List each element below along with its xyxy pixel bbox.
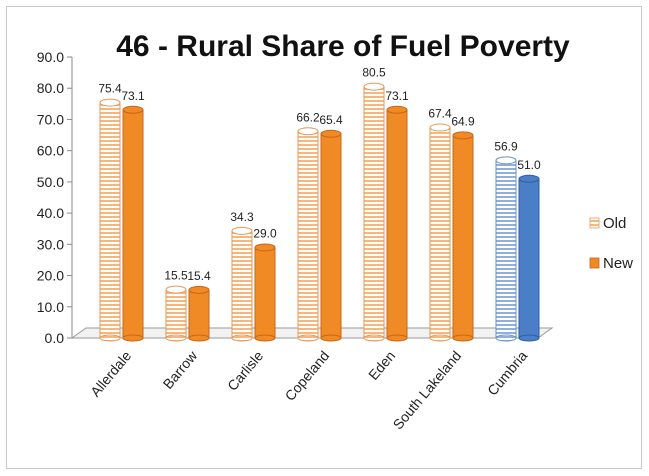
data-label: 64.9: [451, 114, 475, 128]
bars: 75.473.115.5 15.434.329.066.2 65.480.573.1…: [98, 66, 541, 342]
bar-old: [429, 123, 451, 342]
data-label: 80.5: [362, 66, 386, 80]
legend-swatch-new: [589, 257, 600, 269]
bar-old: [99, 98, 121, 342]
x-tick-label: Allerdale: [87, 347, 134, 399]
data-label: 66.2: [296, 110, 320, 124]
x-tick-label: Cumbria: [484, 347, 530, 398]
bar-new: [452, 131, 474, 342]
legend: Old New: [589, 215, 633, 272]
data-label: 15.5: [164, 269, 188, 283]
data-label: 29.0: [253, 226, 277, 240]
y-tick-label: 80.0: [37, 80, 64, 96]
chart-title: 46 - Rural Share of Fuel Poverty: [116, 30, 570, 63]
x-tick-label: Carlisle: [224, 347, 266, 393]
x-tick-label: Eden: [365, 348, 398, 383]
legend-swatch-old: [589, 217, 600, 229]
bar-old: [165, 285, 187, 342]
data-label: 34.3: [230, 210, 254, 224]
data-label: 67.4: [428, 107, 452, 121]
y-tick-label: 0.0: [45, 330, 65, 346]
legend-label-old: Old: [603, 215, 626, 232]
bar-new: [386, 105, 408, 342]
data-label: 51.0: [517, 158, 541, 172]
x-tick-label: Copeland: [282, 348, 333, 404]
data-label: 75.4: [98, 82, 122, 96]
data-label: 73.1: [121, 89, 145, 103]
bar-new: [122, 105, 144, 342]
x-tick-label: South Lakeland: [389, 348, 464, 433]
data-label: 65.4: [319, 113, 343, 127]
y-tick-label: 90.0: [37, 49, 64, 65]
bar-old: [231, 226, 253, 342]
y-tick-label: 50.0: [37, 174, 64, 190]
y-tick-label: 60.0: [37, 143, 64, 159]
x-tick-label: Barrow: [160, 347, 201, 392]
y-tick-label: 20.0: [37, 268, 64, 284]
data-label: 56.9: [494, 139, 518, 153]
y-tick-label: 70.0: [37, 111, 64, 127]
y-tick-label: 30.0: [37, 236, 64, 252]
bar-new: [320, 129, 342, 342]
data-label: 73.1: [385, 89, 409, 103]
bar-old: [363, 82, 385, 342]
y-tick-label: 40.0: [37, 205, 64, 221]
bar-old: [495, 156, 517, 342]
bar-new: [188, 285, 210, 342]
bar-old: [297, 127, 319, 342]
data-label: 15.4: [187, 269, 211, 283]
y-tick-label: 10.0: [37, 299, 64, 315]
legend-label-new: New: [603, 255, 633, 272]
bar-new: [254, 243, 276, 342]
bar-new: [518, 174, 540, 342]
